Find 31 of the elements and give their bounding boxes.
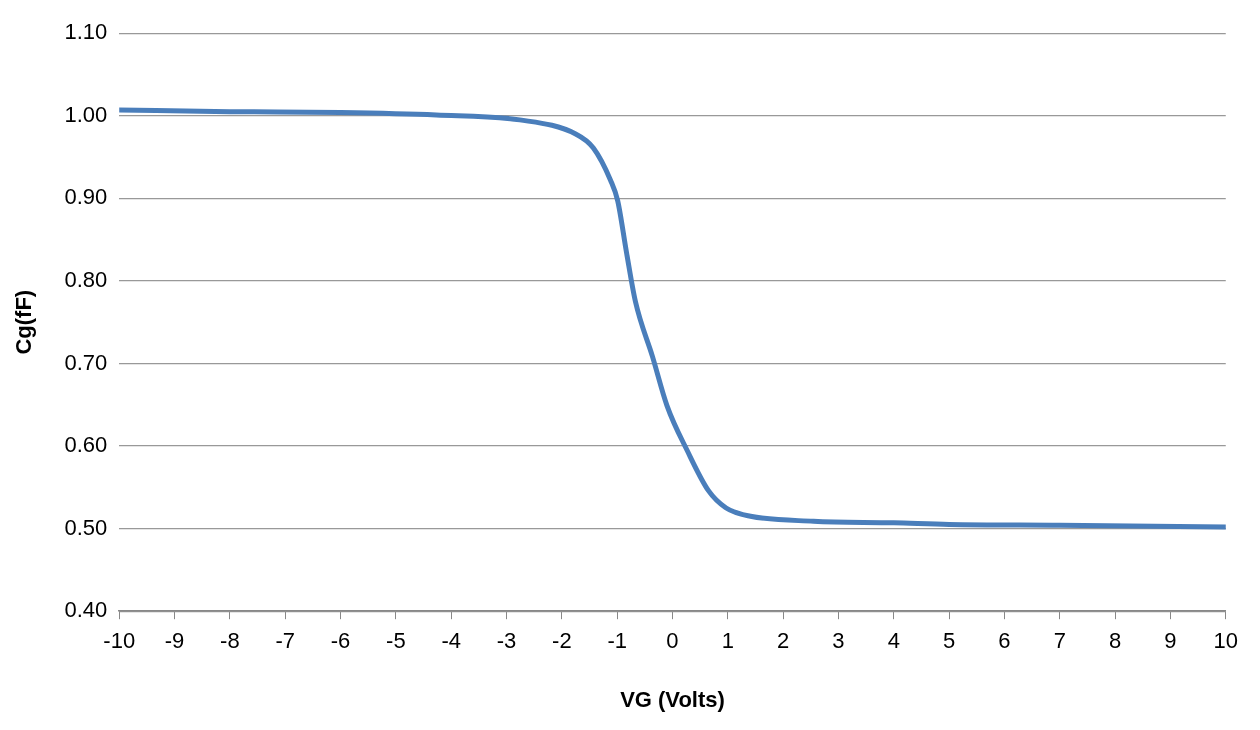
y-axis-title: Cg(fF) bbox=[11, 289, 37, 355]
x-tick-label: 4 bbox=[887, 628, 900, 654]
x-tick-label: 5 bbox=[943, 628, 956, 654]
y-tick-label: 0.60 bbox=[64, 432, 108, 458]
x-tick-label: -5 bbox=[386, 628, 406, 654]
x-tick-label: 6 bbox=[998, 628, 1011, 654]
x-tick-label: -6 bbox=[330, 628, 351, 654]
x-tick-label: -4 bbox=[441, 628, 461, 654]
x-tick-label: -10 bbox=[103, 628, 136, 654]
x-tick-label: -8 bbox=[220, 628, 240, 654]
x-tick-label: 9 bbox=[1164, 628, 1177, 654]
y-tick-label: 1.10 bbox=[64, 19, 108, 45]
y-tick-label: 1.00 bbox=[64, 101, 108, 127]
x-tick-label: -3 bbox=[496, 628, 517, 654]
x-tick-label: 2 bbox=[777, 628, 790, 654]
x-tick-label: 1 bbox=[721, 628, 734, 654]
y-tick-label: 0.90 bbox=[64, 184, 108, 210]
x-tick-label: 3 bbox=[832, 628, 845, 654]
x-tick-label: 10 bbox=[1213, 628, 1239, 654]
y-tick-label: 0.80 bbox=[64, 266, 108, 292]
y-tick-label: 0.40 bbox=[64, 597, 108, 623]
x-tick-label: 7 bbox=[1053, 628, 1066, 654]
y-tick-label: 0.70 bbox=[64, 349, 108, 375]
x-tick-label: -1 bbox=[607, 628, 627, 654]
x-tick-label: 0 bbox=[666, 628, 679, 654]
x-tick-label: -9 bbox=[164, 628, 185, 654]
x-axis-title: VG (Volts) bbox=[620, 686, 725, 712]
y-tick-label: 0.50 bbox=[64, 514, 108, 540]
x-tick-label: -2 bbox=[552, 628, 572, 654]
x-tick-label: -7 bbox=[275, 628, 295, 654]
x-tick-label: 8 bbox=[1108, 628, 1122, 654]
